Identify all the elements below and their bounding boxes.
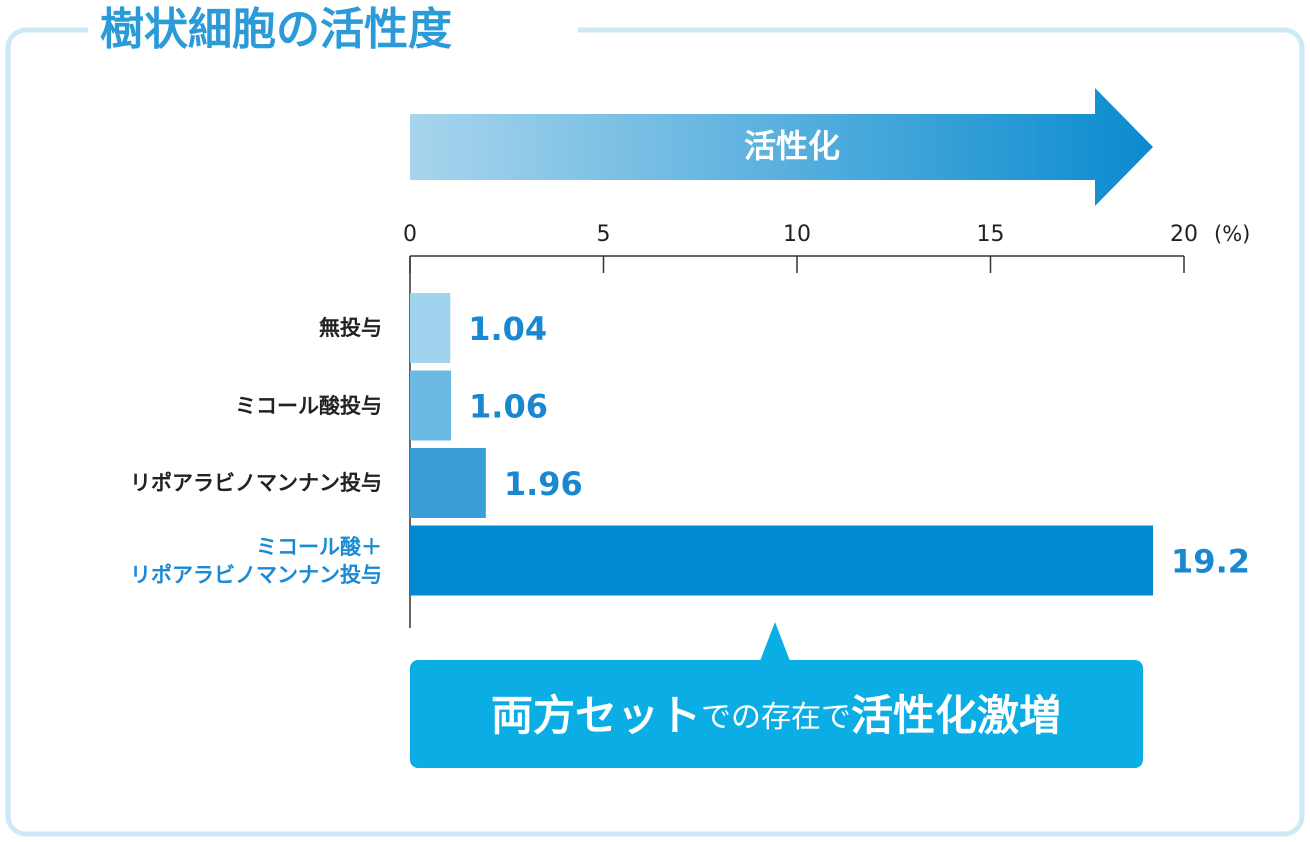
callout-part: 活性化激増 (851, 691, 1061, 740)
arrow (410, 88, 1153, 206)
callout-text: 両方セットでの存在で活性化激増 (491, 691, 1061, 740)
frame (5, 27, 1305, 837)
bar (410, 448, 486, 518)
bar (410, 525, 1154, 596)
value-label: 1.06 (469, 388, 548, 426)
bar (410, 293, 451, 363)
callout-pointer (760, 622, 790, 661)
bar (410, 370, 452, 441)
category-label: リポアラビノマンナン投与 (130, 471, 382, 495)
x-tick-label: 0 (403, 222, 417, 247)
category-label: ミコール酸投与 (235, 393, 382, 418)
value-label: 19.2 (1171, 543, 1250, 581)
callout-part: での存在で (701, 700, 851, 735)
x-tick-label: 5 (597, 222, 611, 247)
value-label: 1.96 (504, 465, 583, 503)
title-bg (88, 4, 578, 58)
callout-box (410, 660, 1143, 768)
category-label: 無投与 (319, 316, 382, 340)
arrow-label: 活性化 (744, 127, 840, 165)
chart-title: 樹状細胞の活性度 (100, 4, 452, 55)
x-tick-label: 20 (1170, 222, 1198, 247)
x-tick-label: 15 (977, 222, 1005, 247)
x-tick-label: 10 (783, 222, 811, 247)
callout-part: 両方セット (491, 691, 701, 740)
x-unit: (%) (1214, 222, 1250, 246)
category-label: ミコール酸＋ リポアラビノマンナン投与 (130, 534, 382, 587)
value-label: 1.04 (468, 310, 547, 348)
